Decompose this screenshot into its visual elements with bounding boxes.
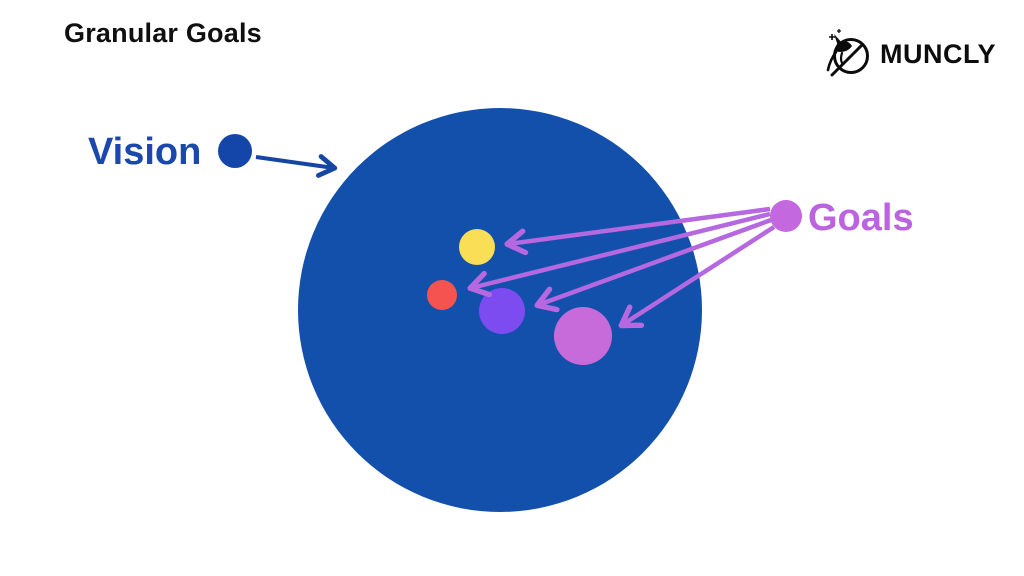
- goals-arrow-to-red: [467, 211, 771, 298]
- goal-dot-violet: [479, 288, 525, 334]
- goal-dot-yellow: [459, 229, 495, 265]
- brand-name: MUNCLY: [879, 38, 996, 69]
- vision-label: Vision: [88, 131, 201, 173]
- vision-dot: [218, 134, 252, 168]
- goals-arrow-to-yellow: [504, 206, 771, 256]
- goals-arrow-to-orchid: [618, 225, 776, 329]
- goal-dot-orchid: [554, 307, 612, 365]
- goals-dot: [770, 200, 802, 232]
- unicorn-icon: [826, 29, 869, 77]
- goals-label: Goals: [808, 197, 914, 239]
- goals-arrow-to-violet: [534, 217, 772, 313]
- page-title: Granular Goals: [64, 18, 262, 48]
- vision-arrow: [255, 154, 338, 178]
- brand-logo: MUNCLY: [822, 28, 996, 80]
- goal-dot-red: [427, 280, 457, 310]
